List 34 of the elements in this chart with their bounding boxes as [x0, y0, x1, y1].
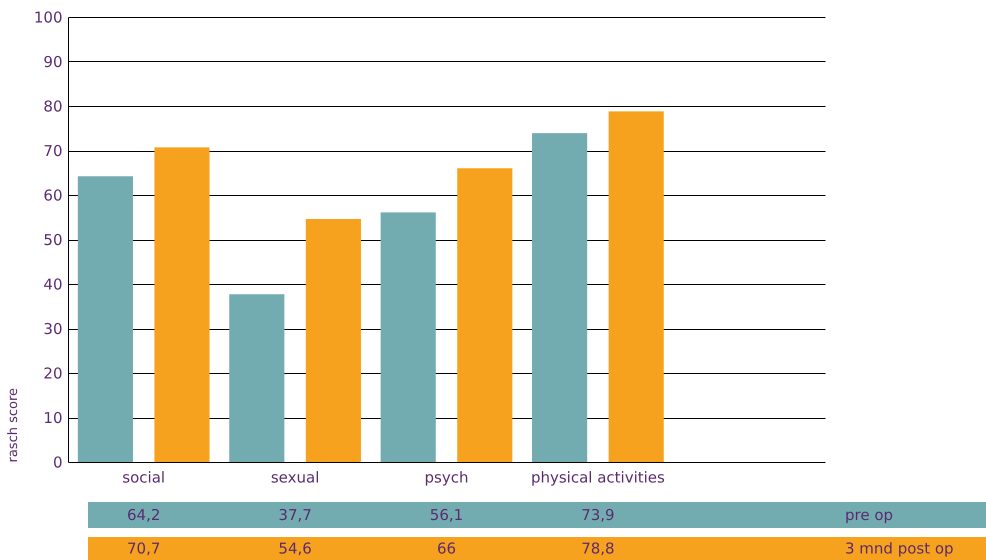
data-label: 56,1	[430, 506, 464, 524]
data-label: 66	[436, 540, 456, 558]
y-tick-label: 40	[43, 276, 62, 294]
x-tick-label: sexual	[270, 468, 320, 486]
bar	[608, 111, 664, 462]
y-tick-label: 70	[43, 142, 62, 160]
data-label: 37,7	[278, 506, 312, 524]
data-label: 70,7	[126, 540, 160, 558]
y-tick-label: 10	[43, 409, 62, 427]
bar	[532, 133, 588, 462]
bar	[306, 219, 361, 462]
data-label: 73,9	[581, 506, 615, 524]
y-tick-label: 100	[34, 8, 62, 26]
data-label: 64,2	[126, 506, 160, 524]
x-tick-label: psych	[424, 468, 468, 486]
bar	[154, 147, 210, 462]
bar	[380, 212, 436, 462]
y-tick-label: 60	[43, 186, 62, 204]
bar	[78, 176, 133, 462]
y-tick-label: 90	[43, 53, 62, 71]
text: 3 mnd post op	[845, 540, 954, 558]
y-axis-title: rasch score	[6, 388, 21, 462]
y-tick-label: 80	[43, 98, 62, 116]
data-label: 78,8	[581, 540, 615, 558]
y-tick-label: 0	[52, 454, 62, 472]
y-tick-label: 30	[43, 320, 62, 338]
x-tick-label: physical activities	[530, 468, 666, 486]
y-tick-label: 20	[43, 364, 62, 382]
text: pre op	[845, 506, 894, 524]
data-label: 54,6	[278, 540, 312, 558]
y-tick-label: 50	[43, 231, 62, 249]
x-tick-label: social	[122, 468, 166, 486]
bar	[229, 294, 284, 462]
bar	[457, 168, 512, 462]
